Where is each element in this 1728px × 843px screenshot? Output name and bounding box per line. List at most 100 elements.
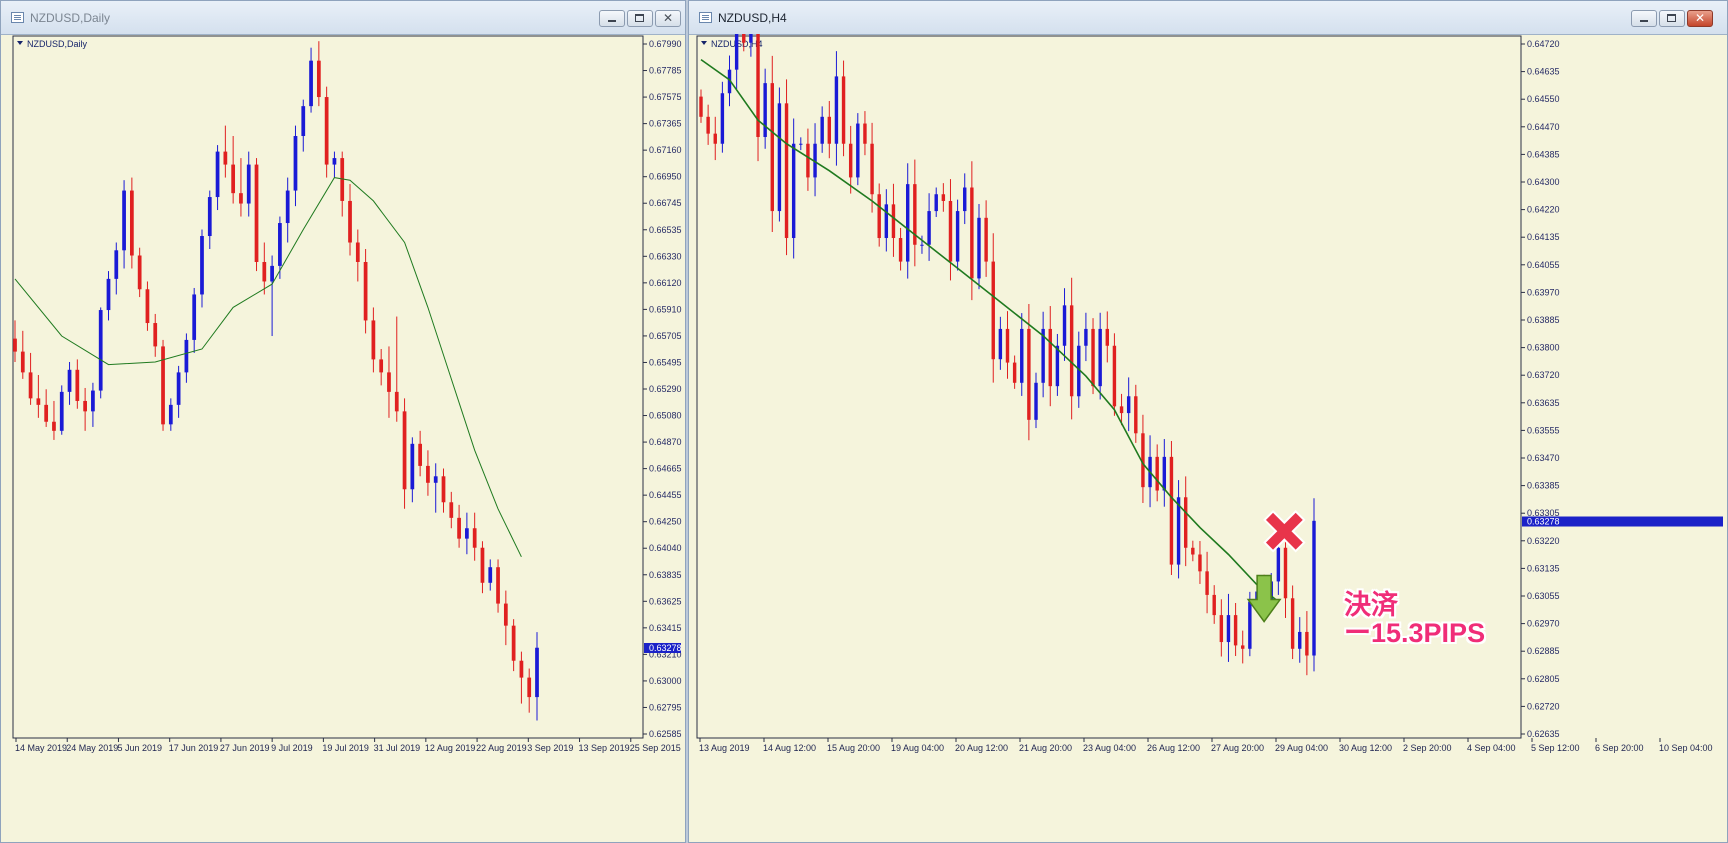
daily-window-titlebar[interactable]: NZDUSD,Daily ✕ (1, 1, 685, 35)
annotation-settlement-text: 決済 (1344, 590, 1398, 620)
price-axis-label: 0.64055 (1527, 260, 1560, 270)
time-axis-label: 12 Aug 2019 (425, 743, 476, 753)
candle-body (1298, 631, 1302, 649)
time-axis-label: 22 Aug 2019 (476, 743, 527, 753)
candle-body (891, 204, 896, 239)
daily-chart-svg[interactable]: NZDUSD,Daily 0.67990 0.67785 0.67575 0.67365… (1, 34, 685, 842)
time-axis-label: 23 Aug 04:00 (1083, 743, 1136, 753)
candle-body (948, 200, 953, 262)
candle-body (433, 476, 438, 483)
candle-body (371, 320, 376, 360)
candle-body (316, 60, 321, 98)
price-axis-label: 0.63555 (1527, 425, 1560, 435)
candle-body (36, 398, 41, 405)
time-axis-label: 13 Aug 2019 (699, 743, 750, 753)
candle-body (168, 404, 173, 425)
price-axis-label: 0.66120 (649, 278, 682, 288)
candle-body (363, 261, 368, 321)
price-axis-label: 0.67575 (649, 92, 682, 102)
candle-body (1098, 328, 1102, 387)
time-axis-label: 3 Sep 2019 (527, 743, 573, 753)
candle-body (402, 411, 407, 490)
price-axis-label: 0.64220 (1527, 205, 1560, 215)
candle-body (122, 190, 126, 251)
price-axis-label: 0.65080 (649, 411, 682, 421)
h4-window-titlebar[interactable]: NZDUSD,H4 ✕ (689, 1, 1727, 35)
time-axis-label: 9 Jul 2019 (271, 743, 313, 753)
close-button[interactable]: ✕ (655, 10, 681, 27)
candle-body (285, 190, 290, 224)
candle-body (75, 369, 80, 401)
price-axis-label: 0.63635 (1527, 398, 1560, 408)
candle-body (1312, 520, 1316, 656)
price-axis-label: 0.62885 (1527, 646, 1560, 656)
price-axis-label: 0.65290 (649, 384, 682, 394)
close-button[interactable]: ✕ (1687, 10, 1713, 27)
price-axis-label: 0.63385 (1527, 481, 1560, 491)
candle-body (905, 184, 910, 262)
candle-body (519, 660, 524, 678)
minimize-button[interactable] (599, 10, 625, 27)
chart-window-icon (699, 12, 712, 23)
candle-body (1055, 345, 1060, 387)
price-axis-label: 0.64550 (1527, 94, 1560, 104)
restore-button[interactable] (1659, 10, 1685, 27)
price-axis-label: 0.66535 (649, 225, 682, 235)
time-axis-label: 27 Aug 20:00 (1211, 743, 1264, 753)
candle-body (20, 351, 25, 373)
restore-button[interactable] (627, 10, 653, 27)
candle-body (410, 443, 415, 490)
daily-chart-area[interactable]: NZDUSD,Daily 0.67990 0.67785 0.67575 0.67365… (1, 34, 685, 842)
candle-body (970, 187, 974, 279)
candle-body (749, 34, 753, 43)
time-axis-label: 10 Sep 04:00 (1659, 743, 1713, 753)
price-axis-label: 0.64385 (1527, 149, 1560, 159)
candle-body (91, 390, 95, 412)
price-axis-label: 0.64455 (649, 490, 682, 500)
price-axis-label: 0.67785 (649, 66, 682, 76)
candle-body (52, 421, 56, 431)
candle-body (1084, 328, 1088, 346)
candle-body (418, 443, 423, 466)
price-axis-label: 0.64720 (1527, 39, 1560, 49)
candle-body (699, 96, 703, 117)
candle-body (1112, 345, 1117, 407)
candle-body (941, 194, 946, 201)
time-axis-label: 19 Aug 04:00 (891, 743, 944, 753)
candle-body (472, 528, 477, 548)
candle-body (977, 217, 981, 279)
entry-arrow-shape (1246, 574, 1282, 623)
candle-body (955, 211, 960, 262)
price-axis-label: 0.66330 (649, 251, 682, 261)
minimize-button[interactable] (1631, 10, 1657, 27)
candle-body (59, 391, 64, 431)
candle-body (465, 528, 469, 539)
price-axis-label: 0.62795 (649, 702, 682, 712)
candle-body (270, 265, 274, 282)
candle-body (1126, 396, 1131, 414)
h4-chart-window[interactable]: NZDUSD,H4 ✕ NZDUSD,H4 0.64720 0.64635 0.645… (688, 0, 1728, 843)
price-axis-label: 0.65705 (649, 331, 682, 341)
candle-body (449, 502, 454, 518)
candle-body (332, 158, 337, 165)
candle-body (527, 677, 532, 698)
candle-body (1091, 328, 1095, 387)
candle-body (278, 223, 282, 266)
candle-body (161, 346, 165, 425)
candle-body (1248, 601, 1252, 649)
candle-body (877, 194, 881, 239)
plot-area (696, 35, 1522, 739)
close-icon: ✕ (1694, 11, 1706, 25)
candle-body (841, 76, 846, 144)
candle-body (991, 261, 995, 360)
close-x-shape (1263, 510, 1306, 553)
candle-body (706, 116, 710, 134)
candle-body (28, 372, 33, 399)
candle-body (742, 34, 746, 43)
candle-body (1069, 305, 1074, 397)
h4-chart-svg[interactable]: NZDUSD,H40.647200.646350.645500.644700.6… (689, 34, 1727, 842)
daily-chart-window[interactable]: NZDUSD,Daily ✕ NZDUSD,Daily 0.67990 0.6778… (0, 0, 686, 843)
h4-chart-area[interactable]: NZDUSD,H40.647200.646350.645500.644700.6… (689, 34, 1727, 842)
candle-body (246, 164, 251, 204)
candle-body (67, 369, 72, 392)
